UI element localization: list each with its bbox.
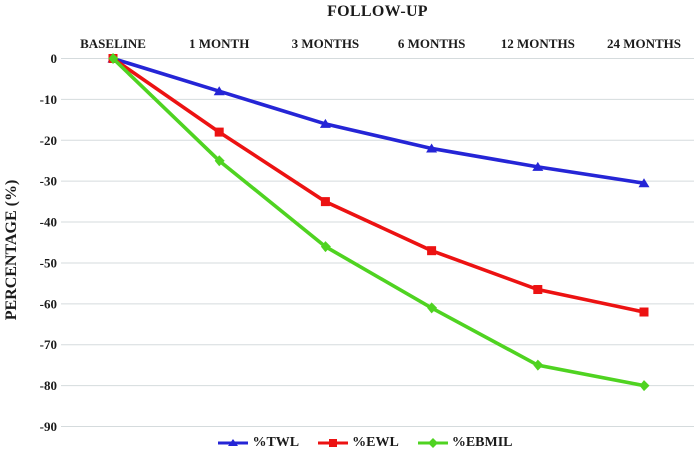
x-category-label: 1 MONTH [189, 36, 249, 51]
x-category-label: 6 MONTHS [398, 36, 466, 51]
legend-item-twl: %TWL [217, 435, 299, 451]
legend-item-ebmil: %EBMIL [417, 435, 513, 451]
y-tick-label: -20 [40, 133, 57, 148]
x-category-label: 3 MONTHS [292, 36, 360, 51]
x-category-label: BASELINE [80, 36, 146, 51]
legend-label: %EBMIL [451, 435, 513, 450]
series-line-ebmil [111, 57, 645, 388]
marker-triangle [426, 143, 438, 153]
marker-triangle [638, 178, 650, 188]
legend-label: %EWL [352, 435, 399, 450]
marker-triangle [532, 161, 544, 171]
marker-triangle [213, 86, 225, 96]
diamond-legend-icon [417, 438, 448, 448]
chart-title: FOLLOW-UP [327, 3, 428, 20]
series-line-ewl [111, 57, 645, 314]
x-category-label: 24 MONTHS [607, 36, 681, 51]
marker-diamond [214, 155, 225, 167]
marker-square [533, 285, 543, 295]
marker-square [214, 127, 224, 137]
legend-item-ewl: %EWL [317, 435, 399, 451]
marker-triangle [319, 118, 331, 128]
square-legend-icon [318, 439, 349, 447]
y-tick-label: -70 [40, 337, 57, 352]
y-tick-label: 0 [51, 51, 58, 66]
marker-diamond [533, 359, 544, 371]
marker-diamond [108, 53, 119, 64]
x-category-label: 12 MONTHS [501, 36, 575, 51]
y-tick-label: -80 [40, 378, 57, 393]
y-tick-label: -60 [40, 296, 57, 311]
legend: %TWL %EWL %EBMIL [0, 435, 700, 451]
marker-diamond [427, 302, 438, 314]
marker-square [427, 246, 437, 256]
marker-square [639, 307, 649, 317]
marker-diamond [320, 241, 331, 253]
legend-label: %TWL [252, 435, 300, 450]
triangle-legend-icon [218, 439, 249, 446]
y-tick-label: -90 [40, 419, 57, 434]
series-line-twl [112, 56, 645, 185]
y-tick-label: -40 [40, 215, 57, 230]
marker-diamond [639, 380, 650, 392]
y-tick-label: -50 [40, 255, 57, 270]
y-tick-label: -10 [40, 92, 57, 107]
y-tick-label: -30 [40, 174, 57, 189]
marker-square [320, 197, 330, 207]
